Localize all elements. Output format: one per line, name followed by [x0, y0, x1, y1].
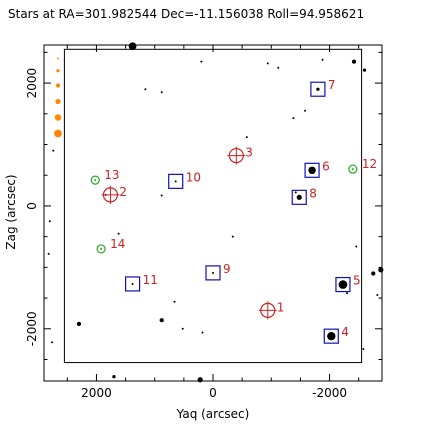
- star-point: [362, 348, 365, 351]
- axes-frame: [43, 44, 383, 382]
- acq-markers: [124, 81, 351, 344]
- acq-box-11: [124, 276, 141, 292]
- catalog-label-11: 11: [143, 273, 158, 287]
- fid-center-12: [351, 168, 354, 171]
- fid-circle-12: [348, 164, 358, 174]
- acq-box-4: [323, 328, 339, 344]
- catalog-label-12: 12: [362, 157, 377, 171]
- star-point: [197, 377, 203, 383]
- star-point: [327, 331, 336, 341]
- x-tick-label: -2000: [312, 386, 347, 400]
- catalog-label-8: 8: [309, 186, 317, 200]
- star-point: [296, 194, 302, 200]
- catalog-label-13: 13: [104, 168, 119, 182]
- fid-circle-14: [96, 244, 106, 254]
- catalog-label-1: 1: [277, 300, 285, 314]
- star-point: [245, 136, 248, 139]
- star-point: [351, 59, 357, 64]
- star-point: [48, 220, 51, 223]
- y-tick-label: -2000: [25, 311, 39, 346]
- catalog-label-6: 6: [322, 159, 330, 173]
- star-point: [294, 191, 297, 194]
- star-point: [355, 245, 358, 248]
- star-point: [201, 331, 204, 334]
- star-point: [308, 166, 316, 175]
- x-axis-label: Yaq (arcsec): [176, 407, 250, 421]
- guide-markers: [101, 146, 277, 320]
- star-point: [112, 375, 116, 379]
- star-point: [362, 68, 367, 72]
- star-point: [321, 58, 324, 61]
- catalog-label-10: 10: [186, 170, 201, 184]
- acq-box-5: [335, 276, 351, 293]
- bad-star-markers: [54, 57, 62, 138]
- star-point: [159, 318, 164, 323]
- fid-circle-13: [90, 175, 100, 185]
- star-point: [131, 282, 134, 285]
- catalog-label-2: 2: [119, 185, 127, 199]
- star-point: [173, 300, 176, 303]
- star-point: [304, 109, 307, 112]
- star-point: [346, 292, 349, 295]
- bad-star-point: [54, 129, 62, 138]
- bad-star-point: [55, 98, 61, 105]
- star-point: [292, 117, 295, 120]
- star-point: [47, 252, 50, 255]
- acq-box-7: [310, 81, 326, 97]
- star-point: [144, 88, 147, 91]
- fid-markers: [90, 164, 358, 254]
- star-point: [231, 235, 234, 238]
- x-tick-label: 2000: [81, 386, 112, 400]
- catalog-label-5: 5: [353, 274, 361, 288]
- catalog-label-14: 14: [110, 237, 125, 251]
- star-point: [174, 180, 177, 183]
- catalog-label-7: 7: [328, 78, 336, 92]
- star-point: [160, 91, 163, 94]
- acq-box-9: [205, 265, 221, 281]
- star-point: [371, 271, 376, 276]
- y-axis-label: Zag (arcsec): [4, 174, 18, 249]
- y-tick-label: 2000: [25, 68, 39, 99]
- star-point: [117, 232, 120, 235]
- star-point: [76, 321, 82, 326]
- fid-center-14: [100, 247, 103, 250]
- plot-frame: [43, 44, 383, 382]
- star-point: [378, 267, 384, 273]
- y-tick-label: 0: [25, 202, 39, 210]
- star-point: [160, 194, 163, 197]
- star-point: [338, 280, 348, 289]
- star-point: [277, 66, 280, 69]
- fid-center-13: [94, 179, 97, 182]
- bad-star-point: [56, 57, 59, 60]
- star-point: [316, 87, 320, 91]
- star-point: [128, 42, 137, 51]
- catalog-label-3: 3: [245, 146, 253, 160]
- star-point: [212, 271, 214, 274]
- chart-title: Stars at RA=301.982544 Dec=-11.156038 Ro…: [8, 7, 364, 21]
- bad-star-point: [55, 83, 61, 88]
- star-point: [52, 149, 55, 152]
- star-point: [181, 327, 184, 330]
- catalog-label-4: 4: [341, 325, 349, 339]
- acq-box-6: [304, 162, 320, 178]
- star-point: [200, 60, 203, 63]
- star-point: [376, 294, 379, 297]
- axis-tick-labels: 2000 0 -2000 2000 0 -2000: [25, 68, 347, 400]
- axis-ticks: [44, 45, 382, 381]
- star-point: [266, 62, 269, 65]
- star-point: [51, 341, 54, 344]
- bad-star-point: [56, 69, 60, 73]
- acq-box-8: [291, 189, 307, 205]
- acq-box-10: [168, 173, 184, 189]
- catalog-label-9: 9: [223, 262, 231, 276]
- bad-star-point: [54, 114, 62, 121]
- star-markers: [47, 42, 384, 383]
- x-tick-label: 0: [209, 386, 217, 400]
